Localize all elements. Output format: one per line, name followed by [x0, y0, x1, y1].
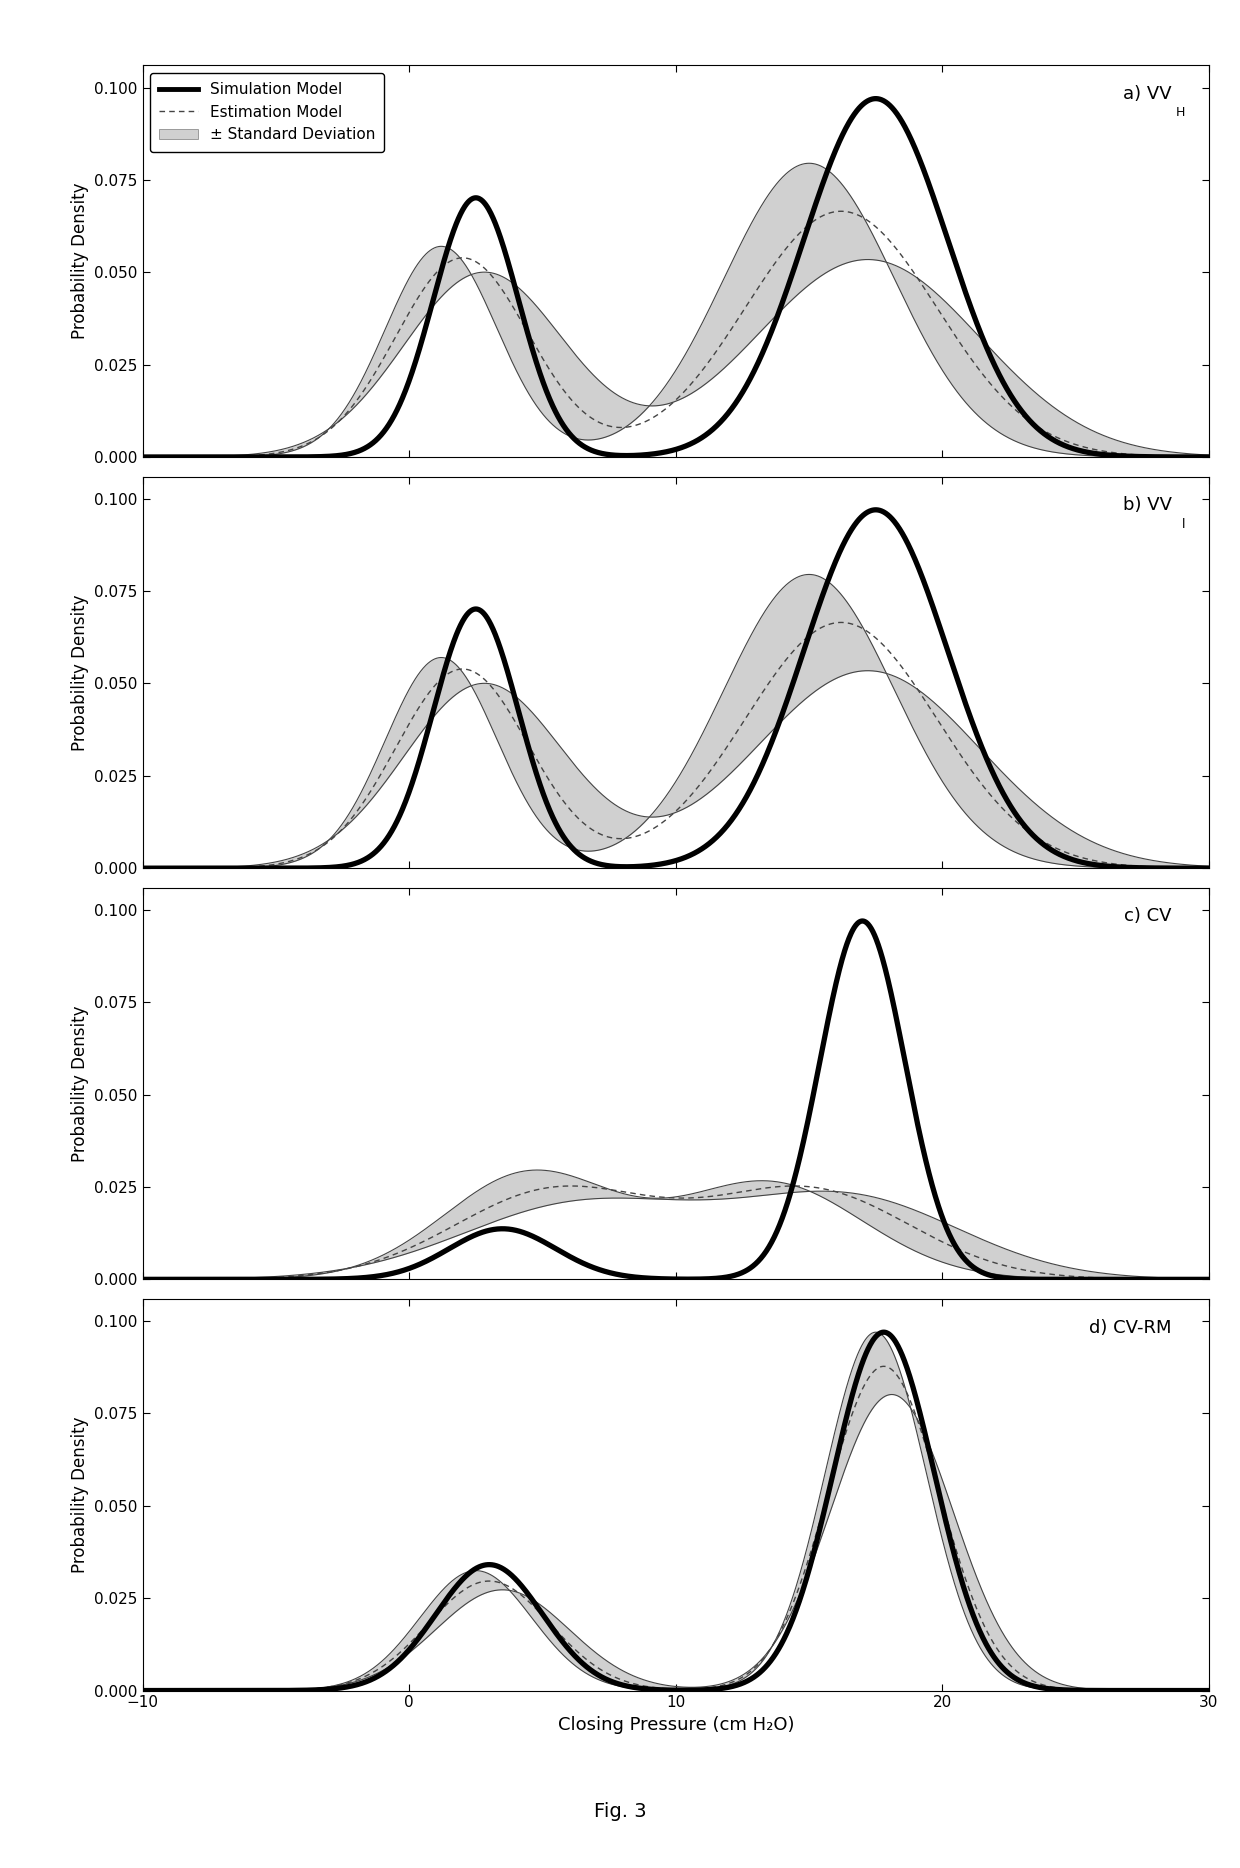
Y-axis label: Probability Density: Probability Density: [71, 1005, 89, 1162]
Y-axis label: Probability Density: Probability Density: [71, 1416, 89, 1573]
Text: H: H: [1177, 106, 1185, 120]
Y-axis label: Probability Density: Probability Density: [71, 183, 89, 340]
Text: Fig. 3: Fig. 3: [594, 1803, 646, 1821]
Text: c) CV: c) CV: [1125, 908, 1172, 925]
Text: a) VV: a) VV: [1123, 84, 1172, 103]
Legend: Simulation Model, Estimation Model, ± Standard Deviation: Simulation Model, Estimation Model, ± St…: [150, 73, 384, 151]
Text: l: l: [1182, 517, 1185, 531]
Y-axis label: Probability Density: Probability Density: [71, 594, 89, 751]
X-axis label: Closing Pressure (cm H₂O): Closing Pressure (cm H₂O): [558, 1717, 794, 1734]
Text: b) VV: b) VV: [1122, 497, 1172, 514]
Text: d) CV-RM: d) CV-RM: [1089, 1319, 1172, 1336]
